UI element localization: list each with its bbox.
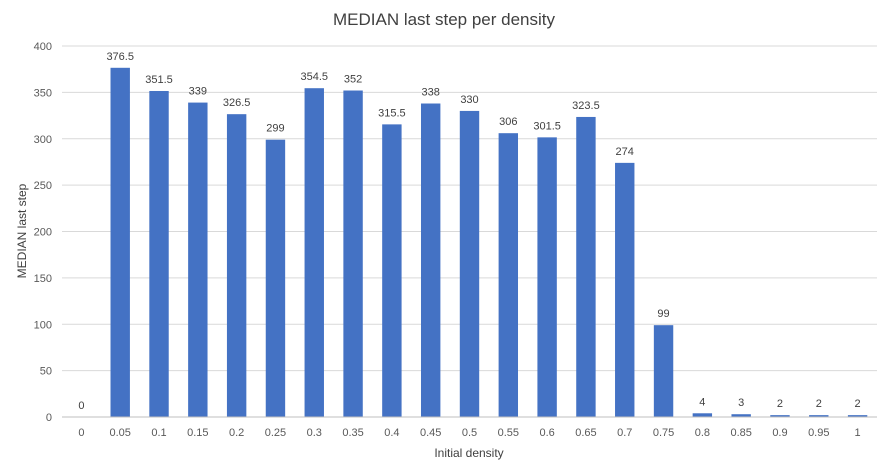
chart-title: MEDIAN last step per density	[333, 10, 556, 29]
x-tick-label: 0.35	[342, 427, 363, 439]
y-tick-label: 250	[34, 180, 52, 192]
y-tick-label: 0	[46, 412, 52, 424]
x-tick-label: 0.9	[772, 427, 787, 439]
y-tick-label: 150	[34, 273, 52, 285]
bar	[576, 116, 596, 418]
y-tick-label: 350	[34, 87, 52, 99]
data-label: 2	[855, 398, 861, 410]
x-tick-label: 0.45	[420, 427, 441, 439]
x-tick-label: 0.3	[307, 427, 322, 439]
data-label: 354.5	[300, 71, 328, 83]
data-label: 306	[499, 116, 517, 128]
x-tick-label: 0.15	[187, 427, 208, 439]
bar	[809, 415, 829, 417]
x-tick-label: 0.6	[539, 427, 554, 439]
data-label: 299	[266, 123, 284, 135]
data-label: 0	[78, 400, 84, 412]
data-label: 315.5	[378, 107, 406, 119]
x-tick-label: 0.05	[110, 427, 131, 439]
y-tick-label: 100	[34, 319, 52, 331]
data-label: 351.5	[145, 74, 173, 86]
x-tick-label: 0.5	[462, 427, 477, 439]
y-axis-title: MEDIAN last step	[15, 183, 29, 278]
x-axis-title: Initial density	[434, 446, 503, 460]
data-label: 4	[699, 396, 705, 408]
bar	[226, 114, 247, 417]
bar	[770, 415, 790, 417]
data-label: 2	[777, 398, 783, 410]
x-tick-label: 1	[855, 427, 861, 439]
x-tick-label: 0.95	[808, 427, 829, 439]
data-label: 339	[189, 86, 207, 98]
y-tick-label: 400	[34, 41, 52, 53]
data-label: 323.5	[572, 100, 600, 112]
x-tick-label: 0.2	[229, 427, 244, 439]
y-tick-label: 50	[40, 366, 52, 378]
data-label: 338	[422, 87, 440, 99]
bars	[110, 67, 868, 418]
x-tick-label: 0.4	[384, 427, 399, 439]
data-label: 274	[616, 146, 634, 158]
bar	[537, 137, 557, 417]
x-tick-label: 0.75	[653, 427, 674, 439]
bar	[304, 88, 324, 418]
x-tick-label: 0.8	[695, 427, 710, 439]
data-label: 301.5	[533, 120, 561, 132]
bar	[110, 67, 130, 417]
bar	[731, 414, 751, 417]
bar	[343, 90, 363, 418]
x-tick-label: 0	[78, 427, 84, 439]
y-tick-label: 300	[34, 134, 52, 146]
bar	[149, 90, 169, 417]
x-tick-label: 0.7	[617, 427, 632, 439]
data-label: 326.5	[223, 97, 251, 109]
x-tick-label: 0.85	[730, 427, 751, 439]
bar	[615, 162, 635, 417]
data-label: 2	[816, 398, 822, 410]
x-tick-label: 0.55	[498, 427, 519, 439]
bar	[692, 413, 713, 417]
bar	[265, 139, 286, 418]
bar	[847, 415, 868, 417]
x-axis-ticks: 0 0.05 0.1 0.15 0.2 0.25 0.3 0.35 0.4 0.45 0.5 0.55…	[78, 427, 860, 439]
x-tick-label: 0.25	[265, 427, 286, 439]
bar	[498, 133, 519, 417]
y-tick-label: 200	[34, 227, 52, 239]
data-label: 330	[460, 94, 478, 106]
data-label: 352	[344, 74, 362, 86]
bar	[653, 325, 674, 417]
x-tick-label: 0.65	[575, 427, 596, 439]
data-label: 3	[738, 397, 744, 409]
bar	[420, 103, 441, 417]
data-label: 99	[657, 308, 669, 320]
x-tick-label: 0.1	[151, 427, 166, 439]
y-axis-ticks: 0 50 100 150 200 250 300 350 400	[34, 41, 52, 424]
data-label: 376.5	[106, 51, 134, 63]
bar	[382, 124, 402, 417]
bar	[459, 110, 480, 418]
bar	[188, 102, 208, 417]
